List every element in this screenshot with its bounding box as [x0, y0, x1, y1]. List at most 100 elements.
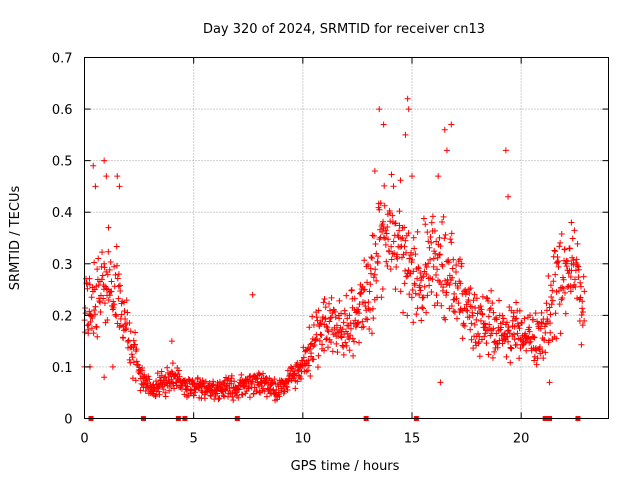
data-point — [483, 294, 490, 301]
data-point — [408, 294, 415, 301]
data-point — [283, 383, 290, 390]
data-point — [109, 363, 116, 370]
data-point — [499, 312, 506, 319]
data-point — [207, 392, 214, 399]
data-point — [435, 173, 442, 180]
data-point — [550, 278, 557, 285]
data-point — [328, 339, 335, 346]
data-point — [460, 320, 467, 327]
data-point — [235, 394, 242, 401]
data-point — [190, 392, 197, 399]
data-point — [559, 284, 566, 291]
data-point — [324, 344, 331, 351]
data-point — [502, 147, 509, 154]
data-point — [108, 288, 115, 295]
data-point — [101, 374, 108, 381]
data-point — [499, 340, 506, 347]
data-point — [249, 291, 256, 298]
data-point — [396, 227, 403, 234]
data-point — [320, 299, 327, 306]
data-point — [392, 286, 399, 293]
data-point — [571, 227, 578, 234]
data-point — [201, 395, 208, 402]
data-point — [305, 357, 312, 364]
data-point — [522, 339, 529, 346]
data-point — [423, 263, 430, 270]
data-point — [419, 305, 426, 312]
data-point — [110, 304, 117, 311]
data-point — [106, 266, 113, 273]
data-point — [346, 347, 353, 354]
data-point — [404, 95, 411, 102]
data-point — [361, 286, 368, 293]
data-point — [414, 228, 421, 235]
data-point — [372, 240, 379, 247]
data-point — [463, 307, 470, 314]
data-point — [259, 370, 266, 377]
data-point — [464, 307, 471, 314]
data-point — [417, 287, 424, 294]
data-point — [99, 272, 106, 279]
data-point — [534, 318, 541, 325]
data-point — [510, 309, 517, 316]
data-point — [467, 285, 474, 292]
data-point — [568, 219, 575, 226]
data-point — [352, 317, 359, 324]
data-point — [104, 271, 111, 278]
data-point — [577, 283, 584, 290]
data-point — [572, 283, 579, 290]
y-tick-label: 0.2 — [52, 309, 73, 324]
data-point — [156, 391, 163, 398]
data-point — [429, 213, 436, 220]
data-point — [552, 248, 559, 255]
data-point — [339, 326, 346, 333]
data-point — [480, 320, 487, 327]
data-point — [230, 397, 237, 404]
data-point — [322, 304, 329, 311]
data-point — [542, 349, 549, 356]
data-point — [394, 255, 401, 262]
data-point — [252, 376, 259, 383]
data-point — [113, 262, 120, 269]
data-point — [113, 313, 120, 320]
data-point — [384, 262, 391, 269]
data-point — [326, 318, 333, 325]
data-point — [473, 295, 480, 302]
data-point — [122, 326, 129, 333]
data-point — [537, 325, 544, 332]
data-point — [513, 315, 520, 322]
data-point — [505, 193, 512, 200]
data-point — [387, 218, 394, 225]
data-point — [451, 290, 458, 297]
data-point — [477, 303, 484, 310]
data-point — [129, 354, 136, 361]
data-point — [579, 305, 586, 312]
data-point — [558, 231, 565, 238]
data-point — [90, 162, 97, 169]
data-point — [448, 121, 455, 128]
data-point — [549, 287, 556, 294]
data-point — [276, 393, 283, 400]
data-point — [342, 310, 349, 317]
data-point — [114, 320, 121, 327]
data-point — [423, 309, 430, 316]
data-point — [413, 311, 420, 318]
data-point — [476, 353, 483, 360]
data-point — [314, 317, 321, 324]
data-point — [358, 289, 365, 296]
data-point — [221, 377, 228, 384]
data-point — [516, 355, 523, 362]
data-point — [437, 379, 444, 386]
data-point — [384, 223, 391, 230]
y-tick-label: 0.6 — [52, 103, 73, 118]
data-point — [101, 300, 108, 307]
data-point — [164, 364, 171, 371]
data-point — [185, 376, 192, 383]
data-point — [98, 276, 105, 283]
data-point — [294, 378, 301, 385]
data-point — [315, 352, 322, 359]
y-axis-title: SRMTID / TECUs — [8, 186, 23, 291]
data-point — [130, 337, 137, 344]
data-point — [468, 336, 475, 343]
